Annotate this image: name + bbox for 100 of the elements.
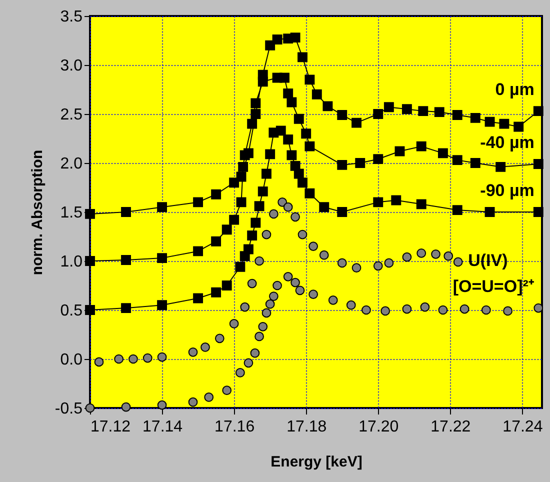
point [222,280,232,290]
x-tick-label: 17.20 [358,418,399,436]
point [276,126,286,136]
point [453,257,463,267]
point [355,158,366,168]
point [222,386,232,396]
point [262,230,272,240]
point [94,357,104,367]
point [416,248,426,258]
point [416,199,426,210]
point [114,354,124,364]
point [534,303,544,313]
series-label: U(IV) [468,250,508,270]
point [262,168,272,179]
point [452,110,462,120]
y-tick-label: 2.0 [60,156,83,172]
point [211,287,222,298]
point [373,197,384,208]
x-axis-title: Energy [keV] [270,454,362,470]
point [247,230,258,240]
point [533,159,544,169]
point [258,76,268,87]
point [121,402,131,412]
point [444,251,454,261]
point [346,300,356,310]
point [214,334,224,344]
point [290,278,300,288]
point [533,207,544,217]
point [286,97,297,108]
point [250,109,261,119]
point [283,202,293,212]
point [254,332,264,342]
y-tick-label: 0.5 [60,302,83,320]
point [157,352,167,362]
point [470,112,480,123]
y-tick-label: 1.5 [60,204,83,222]
point [283,272,293,282]
point [265,299,275,309]
point [290,32,300,43]
point [431,249,440,259]
point [283,88,294,98]
point [128,354,138,364]
point [258,322,268,332]
point [188,397,198,407]
point [418,106,428,116]
point [394,146,405,156]
point [222,224,232,235]
point [533,106,544,116]
point [262,308,272,318]
point [373,261,383,271]
point [322,101,333,112]
series-label: 0 µm [495,80,534,100]
y-tick-label: -0.5 [54,400,83,418]
point [121,255,131,265]
point [278,198,288,207]
point [384,102,394,112]
point [193,293,204,304]
point [312,89,322,100]
point [514,122,524,132]
point [337,258,347,268]
point [229,214,240,225]
point [250,218,261,228]
point [283,134,294,144]
point [247,278,257,288]
point [244,244,254,254]
point [254,256,264,266]
point [391,195,402,206]
x-tick-label: 17.18 [286,418,327,436]
point [452,155,462,166]
point [484,207,495,217]
point [211,236,222,246]
point [157,300,168,310]
point [470,158,480,168]
point [337,207,348,217]
point [402,252,412,262]
point [157,400,167,410]
point [438,148,448,158]
point [362,305,371,315]
x-tick-label: 17.24 [502,418,543,436]
point [121,303,131,314]
point [460,304,470,314]
point [286,150,297,160]
point [265,149,276,160]
point [337,160,348,170]
point [280,72,290,83]
point [402,304,412,314]
point [373,109,384,119]
point [188,347,198,357]
point [247,118,258,129]
point [308,290,318,299]
point [434,107,444,118]
point [384,258,394,268]
point [244,358,254,368]
point [269,292,278,301]
point [236,368,245,378]
point [298,52,308,62]
series-label: -90 µm [480,181,534,200]
point [352,118,362,128]
point [301,128,312,139]
point [352,263,362,273]
